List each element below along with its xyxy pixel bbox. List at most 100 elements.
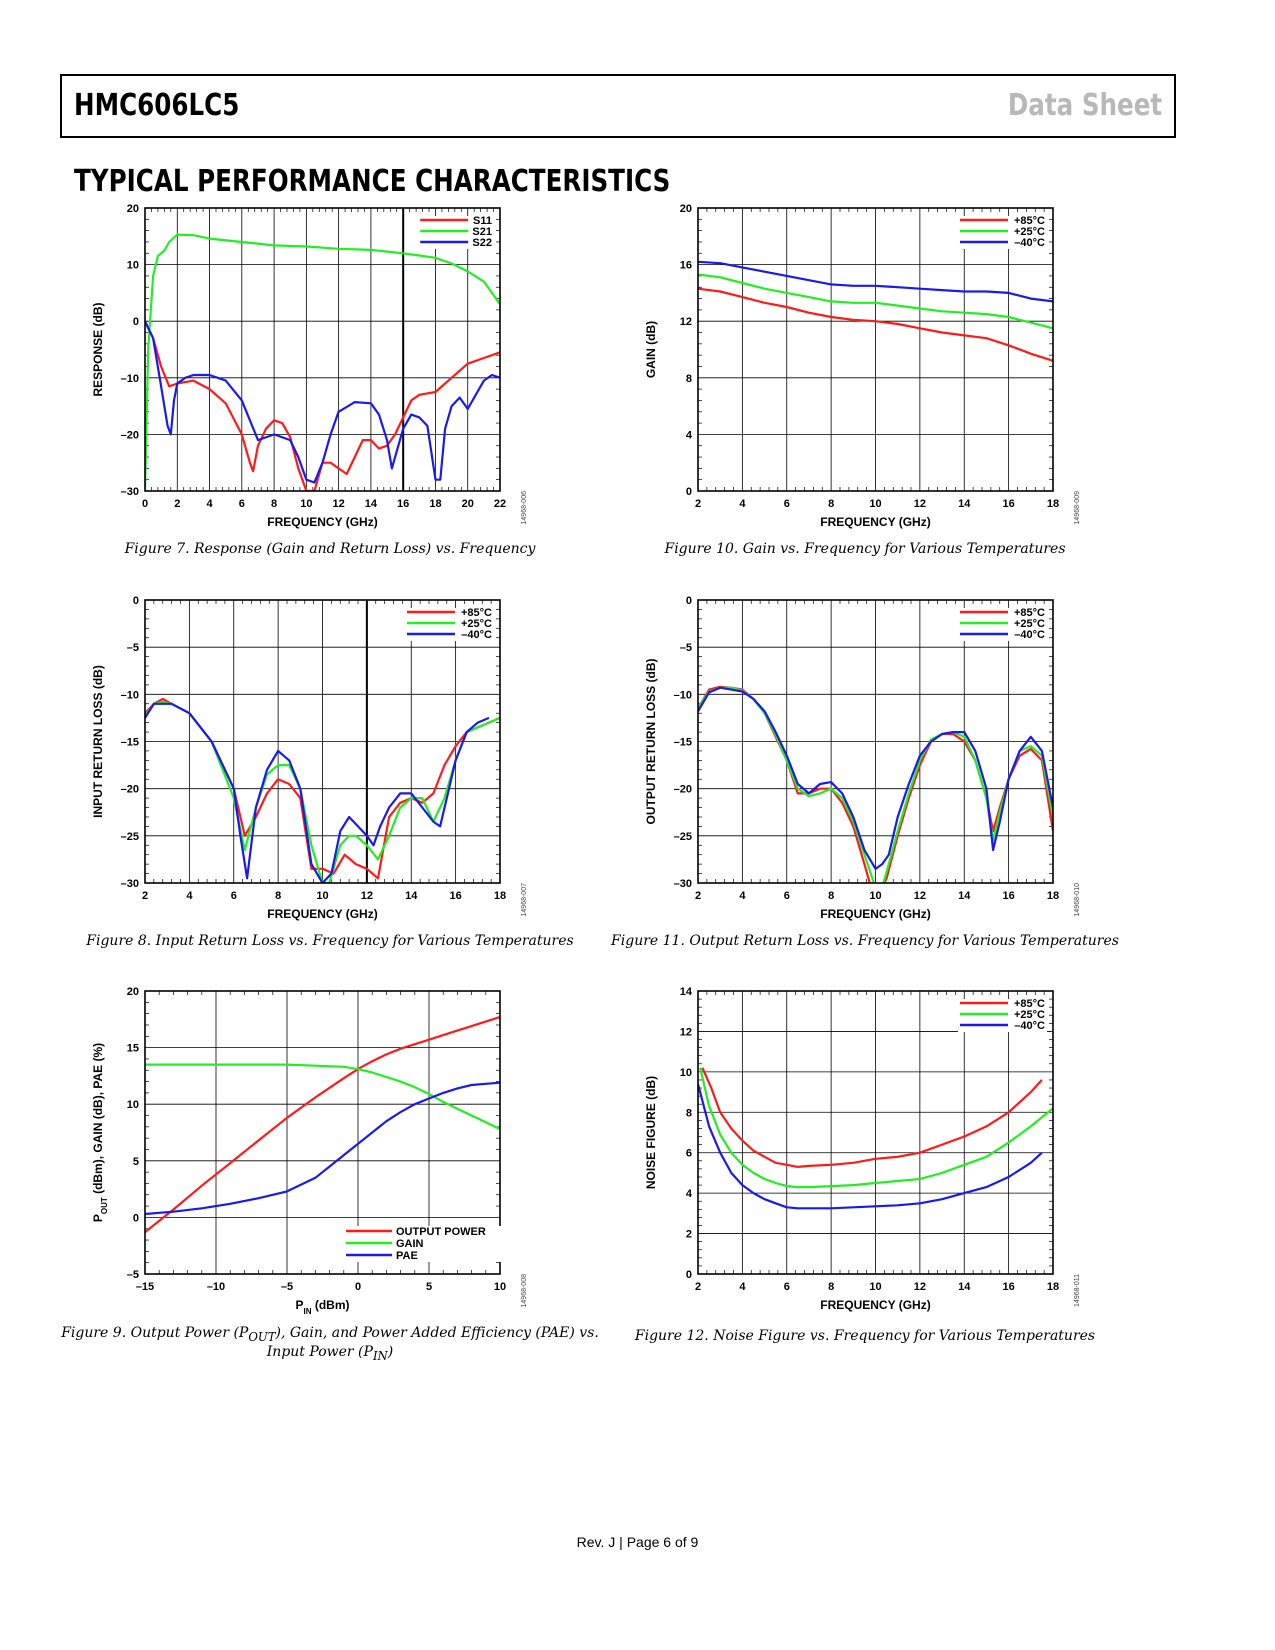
series-group [145,233,500,491]
plot-frame [697,599,1054,884]
x-tick-label: 5 [426,1281,432,1293]
y-tick-label: 10 [127,1099,139,1111]
x-tick-label: 16 [1003,1281,1015,1293]
y-tick-label: 10 [127,260,139,272]
grid [144,599,501,884]
y-tick-label: –25 [121,831,139,843]
legend-bg [405,619,494,630]
y-tick-label: 4 [686,429,693,441]
legend-label: +85°C [1014,215,1045,227]
legend-label: S11 [473,215,492,227]
legend-label: +25°C [461,618,492,630]
legend-bg [958,238,1047,249]
x-tick-label: 12 [914,890,926,902]
legend: +85°C+25°C–40°C [958,998,1047,1032]
x-tick-label: 14 [365,498,378,510]
legend-bg [418,227,494,238]
legend-bg [958,608,1047,619]
x-axis-label: FREQUENCY (GHz) [820,907,930,921]
fig11-chart: 2 4 6 8 10 12 14 16 18 –30 –25 –20 –15 –10 –5 0 FREQUENC… [644,595,1081,921]
y-tick-label: 20 [127,986,139,998]
legend-label: GAIN [396,1238,424,1250]
x-axis-label: PIN (dBm) [295,1298,349,1316]
x-tick-label: 12 [333,498,345,510]
y-tick-label: 16 [680,260,692,272]
y-tick-label: 0 [133,1212,139,1224]
section-title: TYPICAL PERFORMANCE CHARACTERISTICS [74,164,671,199]
series-group [698,260,1053,362]
y-tick-label: 10 [680,1067,692,1079]
grid [697,207,1054,492]
y-tick-label: 15 [127,1043,139,1055]
part-number: HMC606LC5 [74,88,240,123]
y-tick-label: –20 [121,429,139,441]
y-tick-label: –10 [121,689,139,701]
x-tick-label: 8 [828,498,834,510]
fig8-chart: 2 4 6 8 10 12 14 16 18 –30 –25 –20 –15 –10 –5 0 FREQUENC… [91,595,528,921]
legend-label: S22 [472,237,492,249]
x-tick-label: 20 [462,498,474,510]
y-tick-label: –10 [121,373,139,385]
legend-bg [958,1021,1047,1032]
y-tick-label: 4 [686,1188,693,1200]
y-axis-label: OUTPUT RETURN LOSS (dB) [644,659,658,825]
x-tick-label: 6 [784,1281,790,1293]
legend-bg [418,238,494,249]
legend-label: OUTPUT POWER [396,1226,486,1238]
fig10-chart: 2 4 6 8 10 12 14 16 18 0 4 8 12 16 20 FREQUENCY (GHz) GA… [644,203,1081,529]
x-tick-label: 4 [186,890,193,902]
x-tick-label: 14 [958,890,971,902]
legend-bg [958,999,1047,1010]
x-tick-label: 12 [914,1281,926,1293]
y-tick-label: 0 [686,486,692,498]
x-tick-label: 4 [739,498,746,510]
series-line-output-power [145,1015,500,1233]
legend-bg [405,630,494,641]
x-tick-label: 6 [784,890,790,902]
x-tick-label: 14 [958,1281,971,1293]
legend-label: –40°C [461,629,492,641]
x-tick-label: 10 [300,498,312,510]
y-tick-label: –30 [674,878,692,890]
legend-bg [344,1250,502,1262]
y-tick-label: 2 [686,1229,692,1241]
legend-bg [958,216,1047,227]
legend-label: +85°C [461,607,492,619]
y-tick-label: –15 [121,737,139,749]
x-axis-label: FREQUENCY (GHz) [267,907,377,921]
series-line-s21 [145,233,500,491]
series-line--25-c [699,1067,1053,1189]
x-tick-label: 4 [206,498,213,510]
y-tick-label: 8 [686,1107,692,1119]
y-tick-label: –15 [674,737,692,749]
x-tick-label: 18 [494,890,506,902]
y-tick-label: –5 [127,642,139,654]
fig7-chart: 0 2 4 6 8 10 12 14 16 18 20 22 –30 –20 –10 0 10 20 FREQUEN… [91,203,528,529]
y-axis-label: NOISE FIGURE (dB) [644,1076,658,1189]
x-tick-label: 16 [397,498,409,510]
fig10-caption: Figure 10. Gain vs. Frequency for Variou… [664,541,1066,557]
series-line--85-c [698,287,1053,362]
x-tick-label: 14 [958,498,971,510]
x-tick-label: 0 [142,498,148,510]
legend: +85°C+25°C–40°C [405,607,494,641]
series-group [145,1015,500,1233]
figure-id: 14968-009 [1074,491,1081,525]
series-group [698,685,1053,883]
x-tick-label: –10 [207,1281,225,1293]
figure-id: 14968-010 [1074,883,1081,917]
x-tick-label: 10 [494,1281,506,1293]
grid [697,990,1054,1275]
fig12-caption: Figure 12. Noise Figure vs. Frequency fo… [634,1328,1096,1344]
series-group [698,1067,1053,1210]
x-tick-label: 6 [239,498,245,510]
x-tick-label: 10 [869,498,881,510]
x-tick-label: 2 [695,498,701,510]
y-tick-label: 0 [133,595,139,607]
y-tick-label: –5 [680,642,692,654]
y-tick-label: –20 [674,784,692,796]
plot-frame [697,990,1054,1275]
x-tick-label: 10 [869,890,881,902]
legend-label: PAE [396,1250,418,1262]
